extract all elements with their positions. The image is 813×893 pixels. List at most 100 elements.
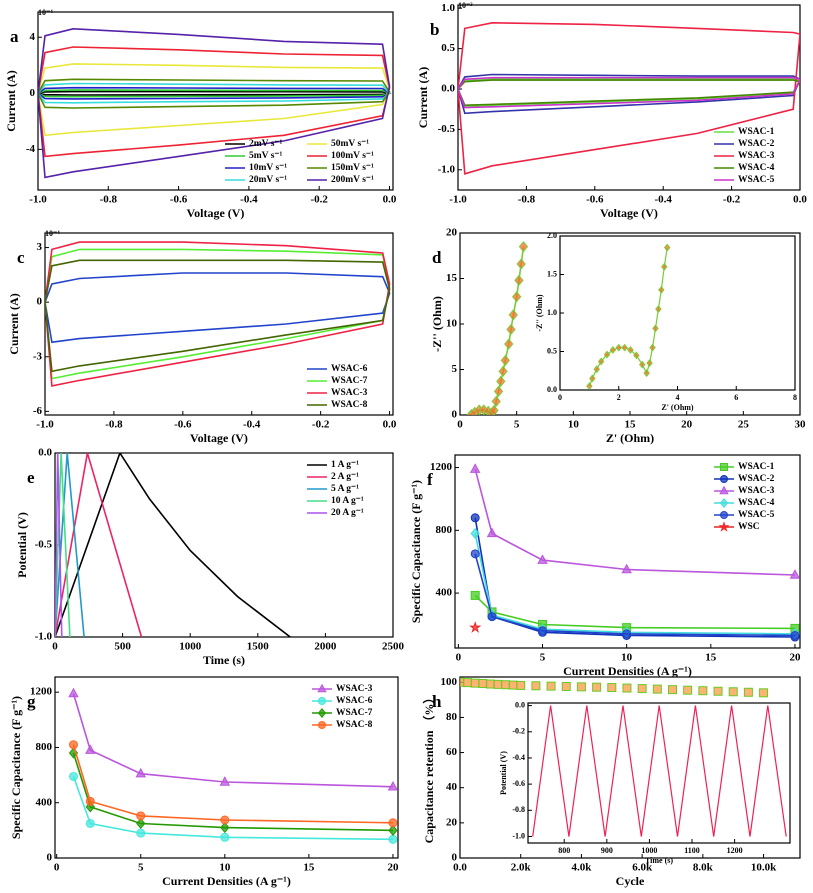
y-tick-label: -4 [26, 143, 36, 155]
marker [508, 309, 518, 321]
legend-label: 20 A g⁻¹ [331, 508, 364, 518]
x-tick-label: -1.0 [449, 194, 467, 206]
marker [516, 258, 526, 270]
plot-area [68, 687, 398, 844]
panel-label: d [432, 248, 442, 267]
marker [136, 811, 146, 821]
panel-label: g [27, 692, 36, 711]
marker [622, 629, 632, 639]
x-tick-label: 0 [558, 393, 562, 402]
y-tick-label: 1.5 [547, 269, 557, 278]
series-line [45, 259, 391, 373]
x-tick-label: 1100 [684, 846, 700, 855]
x-tick-label: -1.0 [36, 419, 54, 431]
y-axis-label: Current (A) [4, 70, 18, 131]
y-tick-label: 0.0 [515, 700, 525, 709]
x-tick-label: 0 [54, 862, 60, 874]
y-tick-label: 0 [30, 87, 36, 99]
panel-label: c [17, 248, 25, 267]
panel-label: e [27, 468, 35, 487]
marker [661, 262, 668, 271]
x-tick-label: 20 [789, 652, 801, 664]
legend-label: WSAC-7 [336, 708, 373, 718]
x-tick-label: 10.0k [751, 862, 777, 874]
marker [633, 351, 640, 360]
x-tick-label: 10 [621, 652, 633, 664]
x-tick-label: -0.4 [243, 419, 261, 431]
x-tick-label: 2000 [314, 641, 337, 653]
panel-label: h [432, 692, 442, 711]
x-tick-label: 0.0 [453, 862, 467, 874]
marker [485, 679, 495, 689]
x-tick-label: -0.6 [586, 194, 604, 206]
marker [487, 612, 497, 622]
legend-label: 200mV s⁻¹ [331, 175, 374, 185]
y-tick-label: 60 [446, 746, 458, 758]
x-tick-label: 15 [625, 419, 637, 431]
marker [720, 511, 728, 519]
marker [759, 688, 769, 698]
legend-label: WSAC-4 [738, 163, 775, 173]
y-axis-label: -Z'' (Ohm) [430, 296, 444, 352]
marker [538, 626, 548, 636]
marker [646, 359, 653, 367]
y-tick-label: 1200 [30, 686, 53, 698]
plot-area [55, 453, 291, 637]
x-tick-label: 0.0 [793, 194, 807, 206]
legend-label: WSAC-5 [738, 510, 775, 520]
y-tick-label: 0.5 [441, 42, 455, 54]
x-tick-label: -0.4 [240, 194, 258, 206]
y-tick-label: 100 [441, 676, 458, 688]
marker [463, 678, 473, 688]
marker [627, 346, 634, 354]
x-axis-label: Cycle [616, 874, 645, 888]
x-tick-label: 0 [457, 419, 463, 431]
x-tick-label: 10 [568, 419, 580, 431]
marker [622, 683, 632, 693]
marker [516, 680, 526, 690]
marker [470, 513, 480, 523]
y-tick-label: -1.0 [438, 163, 456, 175]
x-tick-label: 25 [738, 419, 750, 431]
axes-frame [559, 235, 796, 391]
y-tick-label: -0.4 [512, 753, 525, 762]
marker [597, 357, 605, 366]
marker [68, 771, 78, 781]
legend-label: 5 A g⁻¹ [331, 484, 359, 494]
marker [720, 463, 728, 471]
marker [546, 681, 556, 691]
x-tick-label: 0.0 [383, 419, 397, 431]
y-axis-label: Specific Capacitance (F g⁻¹) [409, 480, 423, 623]
panel: 0 2 4 6 8 0.0 0.5 1.0 1.5 2.0 Z' (Ohm) -Z'' (Ohm) [535, 231, 797, 412]
marker [638, 360, 646, 369]
marker [576, 682, 586, 692]
y-tick-label: 800 [36, 741, 53, 753]
marker [491, 395, 501, 407]
plot-area [532, 705, 787, 837]
marker [388, 818, 398, 828]
x-axis-label: Voltage (V) [187, 206, 245, 220]
plot-area [38, 27, 392, 179]
marker [388, 824, 398, 836]
marker [136, 828, 146, 838]
marker [593, 365, 600, 374]
marker [713, 686, 723, 696]
marker [790, 630, 800, 640]
marker [220, 822, 230, 834]
series-line [55, 453, 291, 637]
y-tick-label: 0.5 [547, 346, 557, 355]
marker [668, 685, 677, 695]
marker [317, 683, 327, 693]
series-line [458, 76, 800, 109]
x-tick-label: 2500 [382, 641, 405, 653]
marker [615, 343, 623, 352]
marker [589, 374, 596, 383]
legend-label: 1 A g⁻¹ [331, 460, 359, 470]
legend-label: 2mV s⁻¹ [249, 139, 282, 149]
y-tick-label: 0.0 [441, 83, 455, 95]
y-tick-label: 0.0 [38, 447, 52, 459]
panel: 0 5 10 15 20 0 400 800 1200 Current Densities (A … [9, 676, 399, 888]
panel: 0.0 2.0k 4.0k 6.0k 8.0k 10.0k 0 20 40 60 80 100 Cycl… [421, 676, 801, 888]
